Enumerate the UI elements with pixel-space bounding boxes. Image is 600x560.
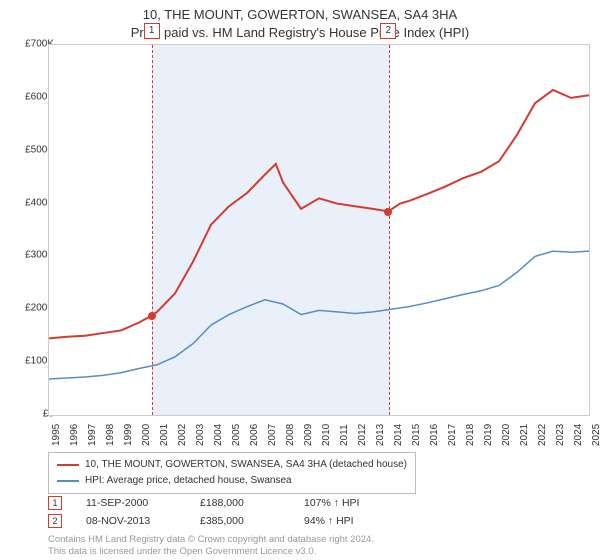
x-axis-label: 2002 — [177, 424, 188, 446]
x-axis-label: 2010 — [321, 424, 332, 446]
chart-title: 10, THE MOUNT, GOWERTON, SWANSEA, SA4 3H… — [0, 0, 600, 41]
x-axis-label: 1999 — [123, 424, 134, 446]
table-row: 1 11-SEP-2000 £188,000 107% ↑ HPI — [48, 494, 359, 512]
x-axis-label: 2022 — [537, 424, 548, 446]
x-axis-label: 2023 — [555, 424, 566, 446]
x-axis-label: 2007 — [267, 424, 278, 446]
legend-label: HPI: Average price, detached house, Swan… — [85, 473, 292, 489]
transaction-dot-1 — [148, 312, 156, 320]
txn-date: 08-NOV-2013 — [86, 515, 176, 527]
x-axis-label: 2018 — [465, 424, 476, 446]
marker-flag-2: 2 — [380, 23, 396, 39]
legend-label: 10, THE MOUNT, GOWERTON, SWANSEA, SA4 3H… — [85, 457, 407, 473]
x-axis-label: 2004 — [213, 424, 224, 446]
x-axis-label: 2015 — [411, 424, 422, 446]
x-axis-label: 2005 — [231, 424, 242, 446]
x-axis-label: 2011 — [339, 424, 350, 446]
legend-item: 10, THE MOUNT, GOWERTON, SWANSEA, SA4 3H… — [57, 457, 407, 473]
legend-swatch — [57, 464, 79, 466]
x-axis-label: 2021 — [519, 424, 530, 446]
x-axis-label: 2014 — [393, 424, 404, 446]
x-axis-label: 2025 — [591, 424, 600, 446]
price-chart: 10, THE MOUNT, GOWERTON, SWANSEA, SA4 3H… — [0, 0, 600, 560]
footnote: Contains HM Land Registry data © Crown c… — [48, 534, 374, 558]
footnote-line: This data is licensed under the Open Gov… — [48, 546, 374, 558]
legend-item: HPI: Average price, detached house, Swan… — [57, 473, 407, 489]
txn-rel-hpi: 94% ↑ HPI — [304, 515, 354, 527]
x-axis-label: 2012 — [357, 424, 368, 446]
x-axis-label: 2000 — [141, 424, 152, 446]
txn-price: £188,000 — [200, 497, 280, 509]
row-marker-icon: 1 — [48, 496, 62, 510]
x-axis-label: 2009 — [303, 424, 314, 446]
title-line-1: 10, THE MOUNT, GOWERTON, SWANSEA, SA4 3H… — [0, 6, 600, 24]
plot-area: 1 2 — [48, 44, 590, 416]
x-axis-label: 2013 — [375, 424, 386, 446]
legend: 10, THE MOUNT, GOWERTON, SWANSEA, SA4 3H… — [48, 452, 416, 494]
table-row: 2 08-NOV-2013 £385,000 94% ↑ HPI — [48, 512, 359, 530]
x-axis-label: 2006 — [249, 424, 260, 446]
legend-swatch — [57, 480, 79, 482]
x-axis-label: 2020 — [501, 424, 512, 446]
x-axis-label: 2017 — [447, 424, 458, 446]
x-axis-label: 2008 — [285, 424, 296, 446]
transactions-table: 1 11-SEP-2000 £188,000 107% ↑ HPI 2 08-N… — [48, 494, 359, 530]
line-svg — [49, 45, 589, 415]
x-axis-label: 2024 — [573, 424, 584, 446]
x-axis-label: 2019 — [483, 424, 494, 446]
x-axis-label: 1998 — [105, 424, 116, 446]
row-marker-icon: 2 — [48, 514, 62, 528]
txn-price: £385,000 — [200, 515, 280, 527]
x-axis-label: 2001 — [159, 424, 170, 446]
txn-rel-hpi: 107% ↑ HPI — [304, 497, 359, 509]
txn-date: 11-SEP-2000 — [86, 497, 176, 509]
x-axis-label: 2003 — [195, 424, 206, 446]
x-axis-label: 1996 — [69, 424, 80, 446]
x-axis-label: 2016 — [429, 424, 440, 446]
title-line-2: Price paid vs. HM Land Registry's House … — [0, 24, 600, 42]
x-axis-label: 1997 — [87, 424, 98, 446]
x-axis-label: 1995 — [51, 424, 62, 446]
footnote-line: Contains HM Land Registry data © Crown c… — [48, 534, 374, 546]
series-hpi — [49, 251, 589, 379]
marker-flag-1: 1 — [144, 23, 160, 39]
series-property — [49, 90, 589, 338]
transaction-dot-2 — [384, 208, 392, 216]
